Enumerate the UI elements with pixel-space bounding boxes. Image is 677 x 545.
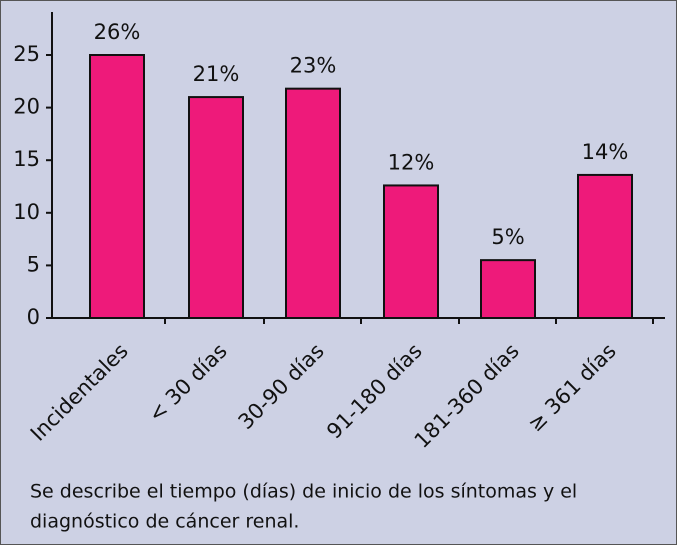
y-tick-label: 15 [13, 147, 40, 171]
y-tick-label: 5 [27, 252, 40, 276]
x-tick-label: < 30 días [144, 339, 232, 427]
bar [480, 259, 536, 320]
bar-annotation: 14% [582, 140, 629, 164]
bar [577, 173, 633, 319]
x-tick-label: 91-180 días [322, 339, 427, 444]
y-tick-label: 25 [13, 42, 40, 66]
bar-annotation: 21% [193, 62, 240, 86]
bar-annotation: 26% [94, 20, 141, 44]
x-tick-label: 30-90 días [234, 339, 329, 434]
bar [383, 184, 439, 319]
caption: Se describe el tiempo (días) de inicio d… [30, 481, 577, 503]
y-tick-label: 20 [13, 95, 40, 119]
bar-annotation: 12% [388, 150, 435, 174]
bar [285, 87, 341, 319]
x-tick-label: Incidentales [26, 339, 133, 446]
caption: diagnóstico de cáncer renal. [30, 511, 299, 533]
y-tick-label: 0 [27, 305, 40, 329]
x-tick-label: 181-360 días [410, 339, 524, 453]
bar [89, 54, 145, 319]
x-tick-label: ≥ 361 días [523, 339, 621, 437]
bar-annotation: 23% [290, 54, 337, 78]
bar [188, 96, 244, 319]
y-tick-label: 10 [13, 200, 40, 224]
bar-annotation: 5% [491, 225, 524, 249]
